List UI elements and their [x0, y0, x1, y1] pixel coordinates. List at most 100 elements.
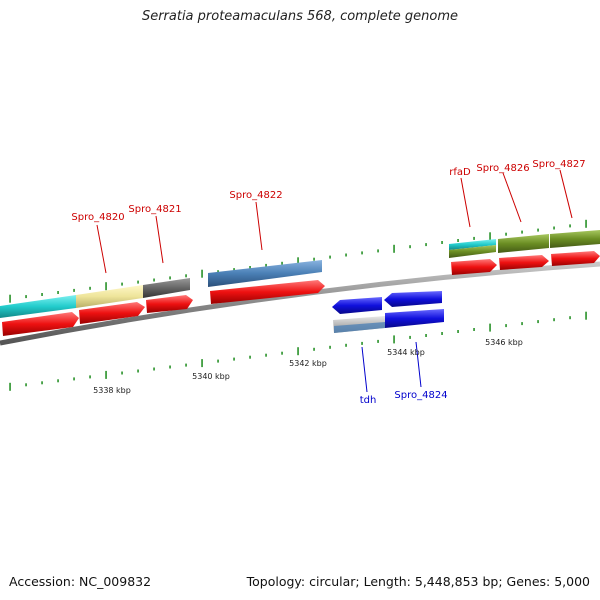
- gene-label-spro-4820: Spro_4820: [71, 212, 124, 223]
- cds-forward-track: [2, 251, 600, 336]
- gene-bar-spro-4826: [498, 234, 549, 253]
- tick-mark-lower: [105, 370, 107, 379]
- tick-mark-upper: [201, 269, 203, 278]
- tick-mark-lower: [89, 375, 91, 379]
- tick-mark-lower: [585, 311, 587, 320]
- tick-mark-upper: [281, 261, 283, 265]
- gene-label-spro-4822: Spro_4822: [229, 190, 282, 201]
- gene-bar-tdh-edge: [334, 322, 385, 333]
- cds-arrow-spro-4827: [551, 251, 600, 266]
- tick-mark-lower: [185, 363, 187, 367]
- tick-mark-upper: [313, 257, 315, 261]
- leader-lines-top: [96, 169, 573, 274]
- gene-bar-spro-4824: [385, 309, 444, 328]
- tick-mark-upper: [105, 282, 107, 291]
- accession-text: Accession: NC_009832: [9, 574, 152, 589]
- map-title: Serratia proteamaculans 568, complete ge…: [141, 9, 459, 24]
- tick-mark-upper: [25, 295, 27, 299]
- tick-mark-upper: [297, 257, 299, 266]
- tick-mark-lower: [201, 359, 203, 368]
- gene-label-spro-4826: Spro_4826: [476, 163, 529, 174]
- tick-mark-lower: [377, 339, 379, 343]
- tick-mark-upper: [9, 294, 11, 303]
- gene-bar-spro-4821: [143, 278, 190, 298]
- tick-mark-lower: [409, 335, 411, 339]
- tick-mark-upper: [249, 266, 251, 269]
- scale-label-5342: 5342 kbp: [289, 359, 327, 368]
- cds-arrow-rfad: [451, 259, 497, 275]
- tick-mark-lower: [569, 316, 571, 320]
- tick-mark-upper: [41, 293, 43, 296]
- tick-mark-lower: [249, 355, 251, 359]
- tick-mark-lower: [169, 365, 171, 369]
- scale-label-5344: 5344 kbp: [387, 348, 425, 357]
- tick-mark-lower: [153, 367, 155, 371]
- tick-mark-upper: [89, 286, 91, 290]
- tick-mark-lower: [489, 323, 491, 332]
- tick-mark-lower: [233, 357, 235, 361]
- gene-bar-spro-4820-part1: [0, 295, 76, 318]
- cds-arrow-tdh: [332, 297, 382, 314]
- cds-arrow-spro-4822: [210, 280, 325, 304]
- gene-label-spro-4827: Spro_4827: [532, 159, 585, 170]
- tick-mark-lower: [313, 347, 315, 351]
- tick-mark-upper: [329, 255, 331, 259]
- tick-mark-lower: [137, 369, 139, 373]
- gene-track-upper: [0, 230, 600, 318]
- tick-mark-upper: [441, 241, 443, 244]
- gene-bar-rfad-olive: [449, 245, 496, 258]
- tick-mark-lower: [41, 381, 43, 385]
- cds-arrow-spro-4821: [146, 295, 193, 313]
- tick-mark-lower: [393, 335, 395, 344]
- tick-mark-lower: [121, 371, 123, 375]
- tick-mark-upper: [57, 291, 59, 294]
- tick-mark-upper: [233, 268, 235, 272]
- scale-label-5346: 5346 kbp: [485, 338, 523, 347]
- tick-mark-upper: [377, 249, 379, 253]
- tick-mark-lower: [281, 351, 283, 355]
- scale-label-5338: 5338 kbp: [93, 386, 131, 395]
- tick-mark-upper: [489, 232, 491, 241]
- tick-mark-lower: [73, 377, 75, 381]
- tick-mark-lower: [9, 382, 11, 391]
- tick-mark-lower: [25, 383, 27, 387]
- tick-mark-lower: [265, 353, 267, 357]
- tick-marks: [9, 219, 587, 391]
- tick-mark-lower: [345, 343, 347, 347]
- leader-lines-bottom: [361, 341, 422, 393]
- tick-mark-upper: [425, 243, 427, 247]
- tick-mark-upper: [553, 226, 555, 230]
- gene-bar-rfad-cyan: [449, 239, 496, 250]
- tick-mark-upper: [153, 278, 155, 282]
- tick-mark-upper: [537, 228, 539, 232]
- tick-mark-upper: [473, 236, 475, 240]
- tick-mark-upper: [185, 274, 187, 278]
- tick-mark-upper: [169, 276, 171, 280]
- tick-mark-upper: [73, 288, 75, 292]
- tick-mark-lower: [57, 379, 59, 383]
- tick-mark-upper: [409, 245, 411, 249]
- gene-label-spro-4824: Spro_4824: [394, 390, 447, 401]
- gene-bar-spro-4822: [208, 260, 322, 287]
- tick-mark-lower: [537, 320, 539, 324]
- tick-mark-lower: [521, 322, 523, 326]
- tick-mark-upper: [569, 224, 571, 228]
- tick-mark-upper: [121, 282, 123, 286]
- tick-mark-lower: [425, 334, 427, 337]
- gene-bar-spro-4820-part2: [76, 285, 143, 308]
- tick-mark-upper: [361, 251, 363, 255]
- tick-mark-upper: [217, 270, 219, 274]
- tick-mark-lower: [217, 359, 219, 363]
- tick-mark-upper: [137, 280, 139, 284]
- cds-arrow-spro-4820b: [79, 302, 145, 324]
- tick-mark-upper: [345, 253, 347, 257]
- scale-label-5340: 5340 kbp: [192, 372, 230, 381]
- tick-mark-lower: [441, 332, 443, 335]
- tick-mark-upper: [505, 232, 507, 236]
- tick-mark-lower: [361, 341, 363, 345]
- tick-mark-upper: [521, 230, 523, 234]
- tick-mark-upper: [457, 239, 459, 242]
- tick-mark-lower: [329, 345, 331, 349]
- tick-mark-upper: [585, 219, 587, 228]
- tick-mark-lower: [553, 318, 555, 322]
